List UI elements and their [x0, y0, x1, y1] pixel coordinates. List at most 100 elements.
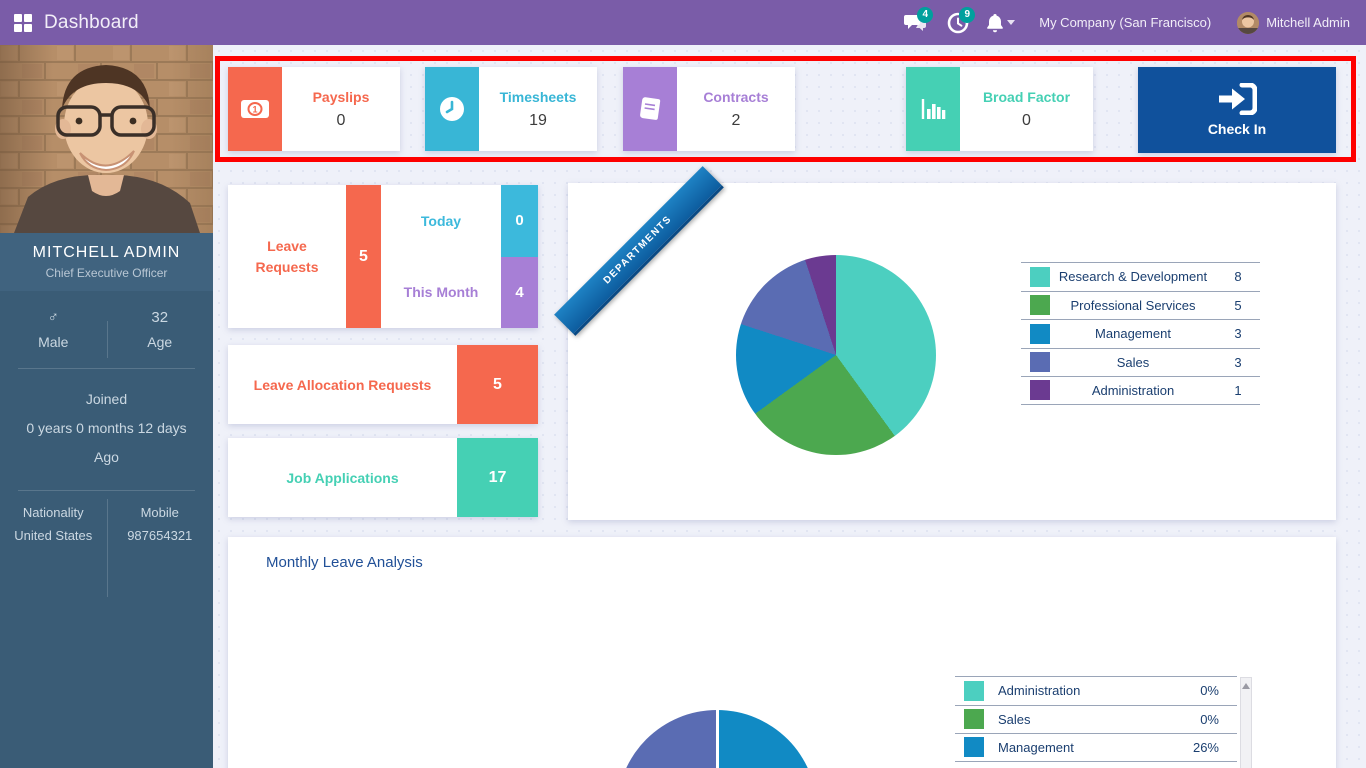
scroll-up-arrow: [1242, 683, 1250, 689]
legend-row[interactable]: Sales 0%: [955, 704, 1237, 734]
employee-photo: [0, 45, 213, 233]
timesheets-label: Timesheets: [499, 88, 577, 105]
today-value: 0: [501, 185, 538, 257]
legend-label: Management: [1095, 326, 1171, 342]
user-name: Mitchell Admin: [1266, 15, 1350, 30]
legend-value: 8: [1234, 269, 1242, 285]
leave-allocation-card[interactable]: Leave Allocation Requests 5: [228, 345, 538, 424]
legend-swatch: [1030, 380, 1050, 401]
legend-label: Management: [998, 739, 1074, 755]
legend-swatch: [964, 680, 984, 701]
legend-value: 1: [1234, 382, 1242, 398]
monthly-leave-panel: Monthly Leave Analysis Administration 0%…: [228, 537, 1336, 768]
mobile-value: 987654321: [127, 528, 193, 543]
legend-value: 26%: [1192, 739, 1219, 755]
timesheets-info: Timesheets 19: [479, 67, 597, 151]
legend-row[interactable]: Management 3: [1021, 319, 1260, 348]
departments-legend: Research & Development 8 Professional Se…: [1021, 262, 1260, 405]
gender-age-section: ♂ Male 32 Age: [0, 291, 213, 368]
contact-section: Nationality United States Mobile 9876543…: [0, 491, 214, 597]
legend-row[interactable]: Sales 3: [1021, 347, 1260, 377]
age-label: Age: [147, 334, 173, 350]
top-navbar: Dashboard 4 9 My Company (San Franci: [0, 0, 1366, 45]
messages-button[interactable]: 4: [899, 6, 934, 40]
notifications-button[interactable]: [983, 6, 1017, 40]
legend-label: Sales: [998, 711, 1031, 727]
legend-scrollbar[interactable]: [1240, 677, 1252, 768]
activities-badge: 9: [959, 6, 976, 23]
leave-requests-label: Leave Requests: [255, 237, 319, 275]
leave-allocation-label: Leave Allocation Requests: [253, 376, 432, 393]
gender-block: ♂ Male: [0, 291, 107, 368]
contracts-label: Contracts: [703, 88, 769, 105]
legend-row[interactable]: Management 26%: [955, 733, 1237, 762]
leave-allocation-value: 5: [457, 345, 538, 424]
divider: [18, 490, 195, 491]
legend-swatch: [1030, 266, 1050, 287]
timesheets-card[interactable]: Timesheets 19: [425, 67, 597, 151]
legend-row[interactable]: Administration 0%: [955, 676, 1237, 705]
sign-in-icon: [1219, 83, 1257, 115]
employee-name-band: MITCHELL ADMIN Chief Executive Officer: [0, 233, 213, 291]
legend-row[interactable]: Professional Services 5: [1021, 290, 1260, 320]
legend-label: Research & Development: [1058, 269, 1208, 285]
age-block: 32 Age: [107, 291, 214, 368]
joined-suffix: Ago: [94, 449, 119, 465]
company-switcher[interactable]: My Company (San Francisco): [1039, 15, 1212, 30]
svg-text:1: 1: [252, 105, 257, 115]
clock-icon: [440, 97, 464, 121]
monthly-leave-pie-chart: [617, 710, 817, 768]
legend-row[interactable]: Research & Development 8: [1021, 262, 1260, 291]
leave-requests-card[interactable]: Leave Requests 5 Today 0 This Month 4: [228, 185, 538, 328]
broad-factor-value: 0: [1022, 111, 1031, 129]
timesheets-icon-block: [425, 67, 479, 151]
joined-label: Joined: [85, 391, 128, 407]
payslips-card[interactable]: 1 Payslips 0: [228, 67, 400, 151]
check-in-button[interactable]: Check In: [1138, 67, 1336, 153]
user-menu[interactable]: Mitchell Admin: [1237, 11, 1350, 34]
payslips-value: 0: [336, 111, 346, 129]
male-icon: ♂: [47, 309, 59, 326]
nationality-label: Nationality: [22, 505, 84, 520]
apps-menu-icon[interactable]: [14, 13, 32, 32]
monthly-leave-title: Monthly Leave Analysis: [266, 554, 423, 571]
activities-button[interactable]: 9: [941, 6, 976, 40]
broad-factor-label: Broad Factor: [982, 88, 1071, 105]
broad-factor-card[interactable]: Broad Factor 0: [906, 67, 1093, 151]
joined-section: Joined 0 years 0 months 12 days Ago: [0, 369, 213, 490]
legend-value: 0%: [1200, 683, 1219, 699]
age-value: 32: [151, 309, 169, 326]
employee-role: Chief Executive Officer: [45, 266, 168, 280]
bar-chart-icon: [921, 99, 946, 119]
contracts-card[interactable]: Contracts 2: [623, 67, 795, 151]
leave-requests-value: 5: [346, 185, 381, 328]
book-icon: [640, 97, 661, 120]
legend-value: 3: [1234, 326, 1242, 342]
payslips-info: Payslips 0: [282, 67, 400, 151]
messages-badge: 4: [917, 6, 934, 23]
this-month-value: 4: [501, 256, 538, 328]
job-applications-card[interactable]: Job Applications 17: [228, 438, 538, 517]
legend-swatch: [964, 709, 984, 730]
legend-row[interactable]: Administration 1: [1021, 376, 1260, 405]
departments-panel: DEPARTMENTS Research & Development 8 Pro…: [554, 166, 1336, 520]
gender-value: Male: [38, 334, 69, 350]
user-avatar: [1237, 11, 1260, 34]
check-in-label: Check In: [1207, 121, 1267, 137]
nationality-block: Nationality United States: [0, 491, 107, 557]
timesheets-value: 19: [529, 111, 547, 129]
divider: [18, 368, 195, 369]
vertical-divider: [106, 321, 108, 358]
leave-requests-breakdown: Today 0 This Month 4: [381, 185, 538, 328]
legend-swatch: [1030, 323, 1050, 344]
this-month-label: This Month: [403, 284, 479, 301]
broad-factor-info: Broad Factor 0: [960, 67, 1093, 151]
employee-name: MITCHELL ADMIN: [32, 244, 181, 261]
legend-value: 5: [1234, 297, 1242, 313]
this-month-row: This Month 4: [381, 256, 538, 328]
monthly-leave-legend: Administration 0% Sales 0% Management 26…: [955, 676, 1237, 762]
mobile-block: Mobile 987654321: [107, 491, 214, 557]
job-applications-label: Job Applications: [286, 469, 399, 486]
job-applications-value: 17: [457, 438, 538, 517]
nationality-value: United States: [14, 528, 93, 543]
